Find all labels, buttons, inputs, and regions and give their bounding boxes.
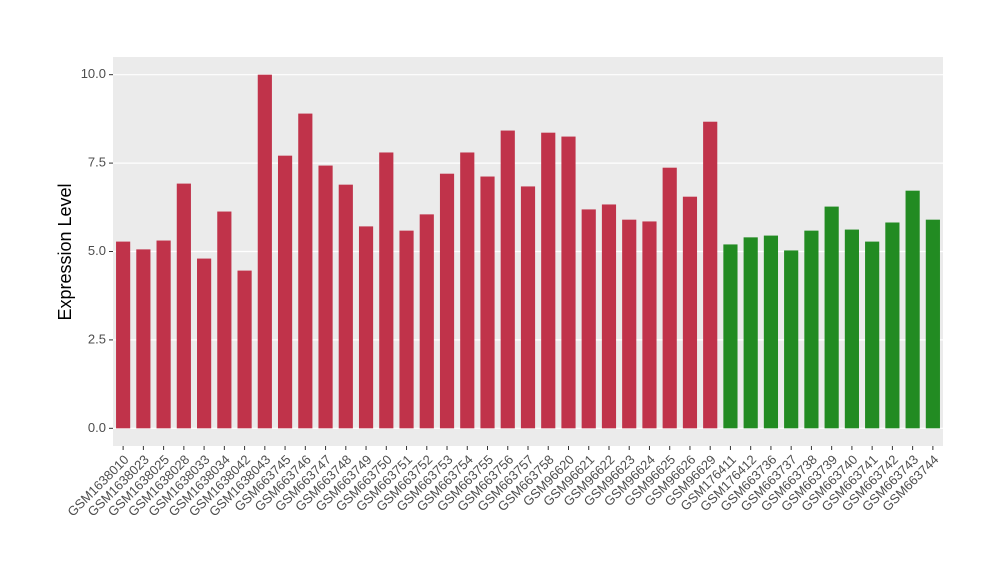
bar xyxy=(338,184,353,429)
bar xyxy=(197,258,212,429)
bar xyxy=(885,222,900,429)
bar xyxy=(439,173,455,429)
bar xyxy=(905,190,920,429)
bar xyxy=(520,186,536,429)
bar xyxy=(460,152,475,429)
bar xyxy=(116,241,131,429)
bar xyxy=(176,183,191,429)
bar xyxy=(763,235,779,429)
bar xyxy=(682,196,698,429)
bar xyxy=(257,74,272,429)
bar xyxy=(601,204,617,429)
bar xyxy=(723,244,738,429)
bar xyxy=(743,237,758,429)
y-tick-label: 0.0 xyxy=(88,420,106,435)
bar xyxy=(237,270,252,429)
bar xyxy=(804,230,819,429)
bar xyxy=(480,176,495,429)
bar xyxy=(703,121,718,429)
bar xyxy=(318,165,333,429)
bar xyxy=(399,230,414,429)
bar xyxy=(844,229,859,429)
bar xyxy=(824,206,839,429)
bar xyxy=(561,136,576,429)
bar xyxy=(541,132,556,429)
bar xyxy=(277,155,293,429)
bar xyxy=(865,241,880,429)
y-axis-title: Expression Level xyxy=(55,183,75,320)
y-tick-label: 2.5 xyxy=(88,331,106,346)
bar xyxy=(156,240,171,429)
bar xyxy=(298,113,313,429)
bar xyxy=(500,130,515,429)
bar xyxy=(581,209,596,429)
y-tick-label: 7.5 xyxy=(88,155,106,170)
bar xyxy=(784,250,799,429)
bar xyxy=(379,152,394,429)
bar xyxy=(642,221,657,429)
bar xyxy=(136,249,151,429)
y-tick-label: 5.0 xyxy=(88,243,106,258)
bar xyxy=(358,226,374,429)
bar xyxy=(622,219,637,429)
bar xyxy=(419,214,434,429)
y-tick-label: 10.0 xyxy=(81,66,106,81)
bar xyxy=(925,219,940,429)
bar xyxy=(662,167,677,429)
bar xyxy=(217,211,232,429)
